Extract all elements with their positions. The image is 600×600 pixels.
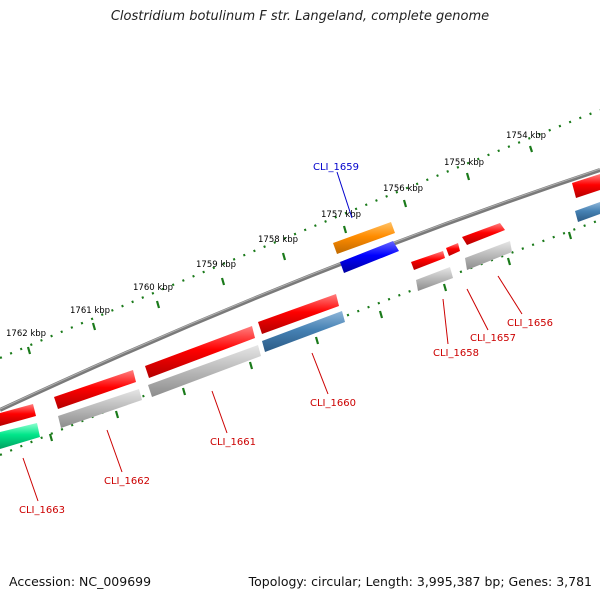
outer-tick-ring <box>0 108 600 360</box>
gene-label-cli-1656[interactable]: CLI_1656 <box>507 318 553 329</box>
kbp-label: 1755 kbp <box>444 158 484 168</box>
gene-feature[interactable] <box>54 370 136 409</box>
accession-text: Accession: NC_009699 <box>9 574 152 589</box>
forward-gene-track <box>0 174 600 426</box>
gene-labels: CLI_1659 CLI_1656 CLI_1657 CLI_1658 CLI_… <box>19 162 553 516</box>
kbp-label: 1762 kbp <box>6 329 46 339</box>
gene-feature[interactable] <box>258 294 339 334</box>
gene-feature[interactable] <box>340 241 399 273</box>
gene-feature[interactable] <box>145 326 255 378</box>
map-title: Clostridium botulinum F str. Langeland, … <box>110 9 490 24</box>
gene-feature[interactable] <box>465 241 512 270</box>
gene-feature[interactable] <box>575 202 600 222</box>
gene-label-cli-1661[interactable]: CLI_1661 <box>210 437 256 448</box>
genome-summary-text: Topology: circular; Length: 3,995,387 bp… <box>248 574 592 589</box>
gene-feature[interactable] <box>462 223 505 245</box>
kbp-label: 1759 kbp <box>196 260 236 270</box>
kbp-label: 1757 kbp <box>321 210 361 220</box>
gene-label-cli-1662[interactable]: CLI_1662 <box>104 476 150 487</box>
genome-backbone <box>0 168 600 412</box>
kbp-label: 1754 kbp <box>506 131 546 141</box>
gene-label-cli-1663[interactable]: CLI_1663 <box>19 505 65 516</box>
kbp-label: 1756 kbp <box>383 184 423 194</box>
gene-feature[interactable] <box>416 267 453 291</box>
gene-label-cli-1657[interactable]: CLI_1657 <box>470 333 516 344</box>
label-connectors <box>22 171 523 502</box>
gene-feature[interactable] <box>148 345 261 397</box>
gene-feature[interactable] <box>446 243 460 256</box>
gene-feature[interactable] <box>411 251 445 270</box>
gene-label-cli-1660[interactable]: CLI_1660 <box>310 398 356 409</box>
gene-feature[interactable] <box>0 404 36 426</box>
gene-label-cli-1658[interactable]: CLI_1658 <box>433 348 479 359</box>
gene-feature[interactable] <box>0 423 40 449</box>
gene-feature[interactable] <box>333 222 395 254</box>
kbp-label: 1761 kbp <box>70 306 110 316</box>
kbp-label: 1758 kbp <box>258 235 298 245</box>
kbp-label: 1760 kbp <box>133 283 173 293</box>
kbp-labels: 1754 kbp 1755 kbp 1756 kbp 1757 kbp 1758… <box>6 131 546 339</box>
gene-feature[interactable] <box>572 174 600 198</box>
gene-feature[interactable] <box>58 389 142 428</box>
gene-label-cli-1659[interactable]: CLI_1659 <box>313 162 359 173</box>
gene-feature[interactable] <box>262 311 345 352</box>
inner-tick-ring <box>0 218 600 457</box>
similarity-track <box>0 202 600 449</box>
